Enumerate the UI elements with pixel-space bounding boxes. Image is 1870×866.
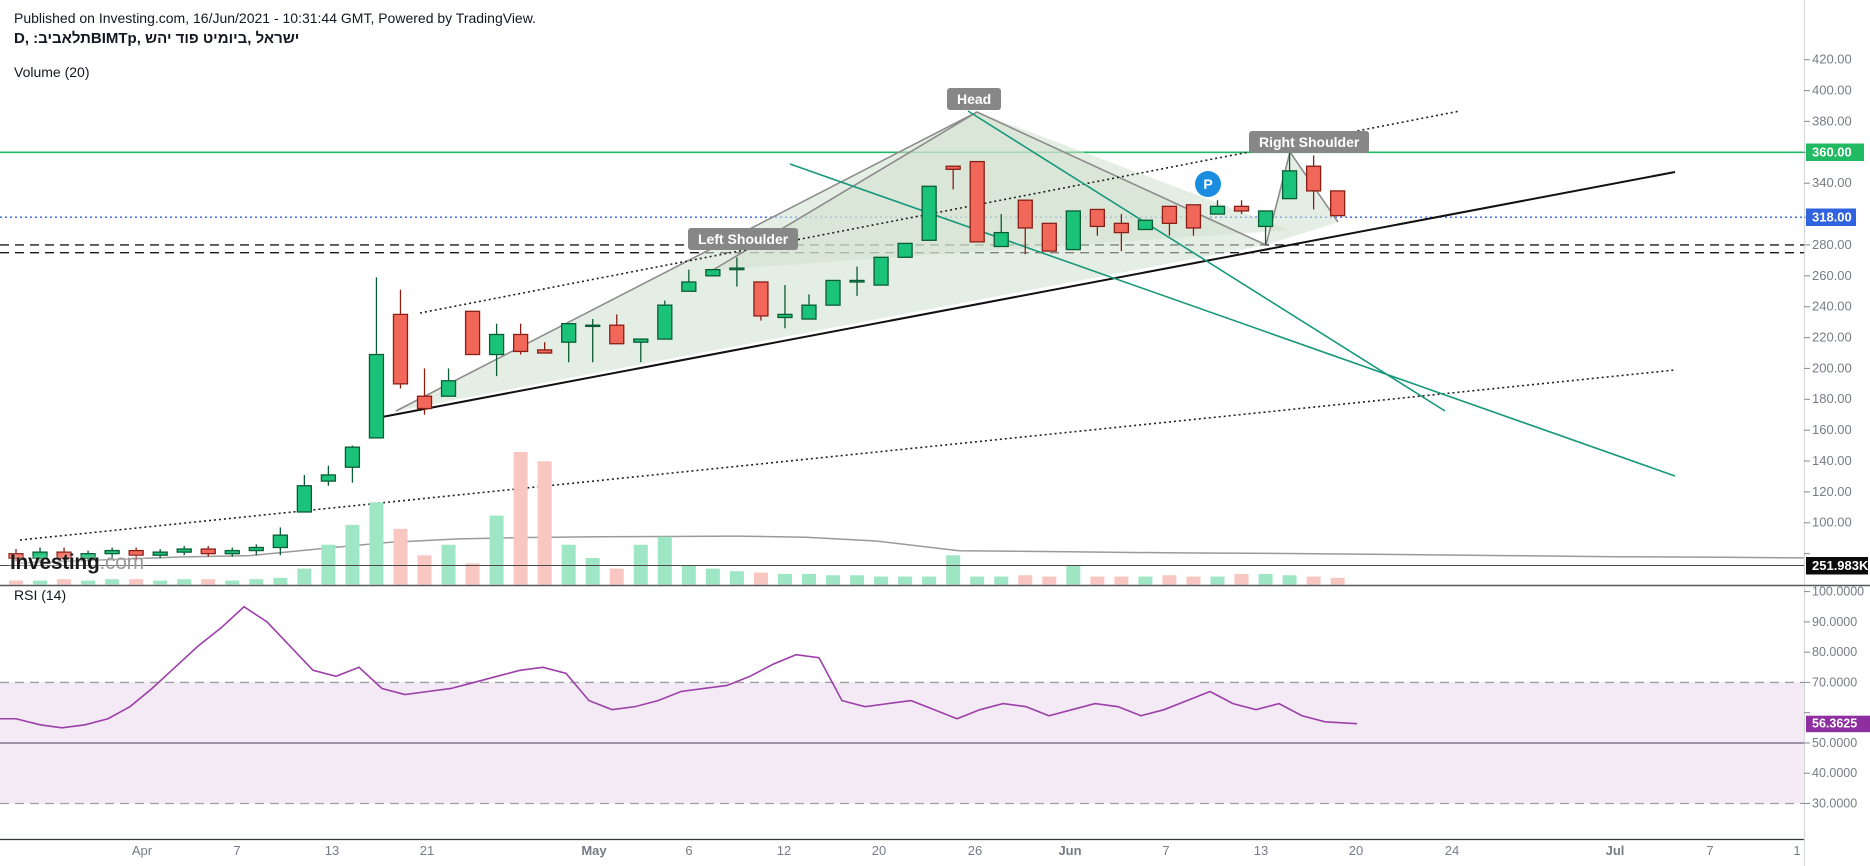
svg-text:340.00: 340.00 xyxy=(1812,175,1852,190)
svg-text:180.00: 180.00 xyxy=(1812,391,1852,406)
svg-text:220.00: 220.00 xyxy=(1812,330,1852,345)
svg-text:140.00: 140.00 xyxy=(1812,453,1852,468)
svg-text:7: 7 xyxy=(1706,843,1713,858)
svg-text:20: 20 xyxy=(1349,843,1363,858)
svg-text:12: 12 xyxy=(777,843,791,858)
svg-text:420.00: 420.00 xyxy=(1812,52,1852,67)
svg-text:7: 7 xyxy=(1162,843,1169,858)
svg-text:56.3625: 56.3625 xyxy=(1812,717,1857,731)
svg-text:400.00: 400.00 xyxy=(1812,83,1852,98)
svg-text:200.00: 200.00 xyxy=(1812,360,1852,375)
svg-text:6: 6 xyxy=(685,843,692,858)
svg-text:100.0000: 100.0000 xyxy=(1812,585,1864,599)
svg-text:380.00: 380.00 xyxy=(1812,113,1852,128)
svg-text:May: May xyxy=(581,843,607,858)
svg-text:120.00: 120.00 xyxy=(1812,484,1852,499)
svg-text:160.00: 160.00 xyxy=(1812,422,1852,437)
svg-text:20: 20 xyxy=(872,843,886,858)
svg-text:1: 1 xyxy=(1793,843,1800,858)
svg-text:80.0000: 80.0000 xyxy=(1812,645,1857,659)
svg-text:100.00: 100.00 xyxy=(1812,515,1852,530)
svg-text:Jun: Jun xyxy=(1058,843,1081,858)
svg-text:30.0000: 30.0000 xyxy=(1812,797,1857,811)
svg-text:13: 13 xyxy=(1254,843,1268,858)
svg-text:50.0000: 50.0000 xyxy=(1812,736,1857,750)
svg-text:Jul: Jul xyxy=(1606,843,1625,858)
svg-text:24: 24 xyxy=(1445,843,1459,858)
svg-text:280.00: 280.00 xyxy=(1812,237,1852,252)
svg-text:251.983K: 251.983K xyxy=(1812,558,1869,573)
svg-text:Apr: Apr xyxy=(132,843,153,858)
svg-text:360.00: 360.00 xyxy=(1812,144,1852,159)
svg-text:260.00: 260.00 xyxy=(1812,268,1852,283)
svg-text:21: 21 xyxy=(420,843,434,858)
svg-text:70.0000: 70.0000 xyxy=(1812,675,1857,689)
svg-text:13: 13 xyxy=(325,843,339,858)
svg-text:7: 7 xyxy=(233,843,240,858)
svg-text:318.00: 318.00 xyxy=(1812,209,1852,224)
svg-text:40.0000: 40.0000 xyxy=(1812,766,1857,780)
svg-text:90.0000: 90.0000 xyxy=(1812,615,1857,629)
svg-text:26: 26 xyxy=(968,843,982,858)
svg-text:240.00: 240.00 xyxy=(1812,299,1852,314)
